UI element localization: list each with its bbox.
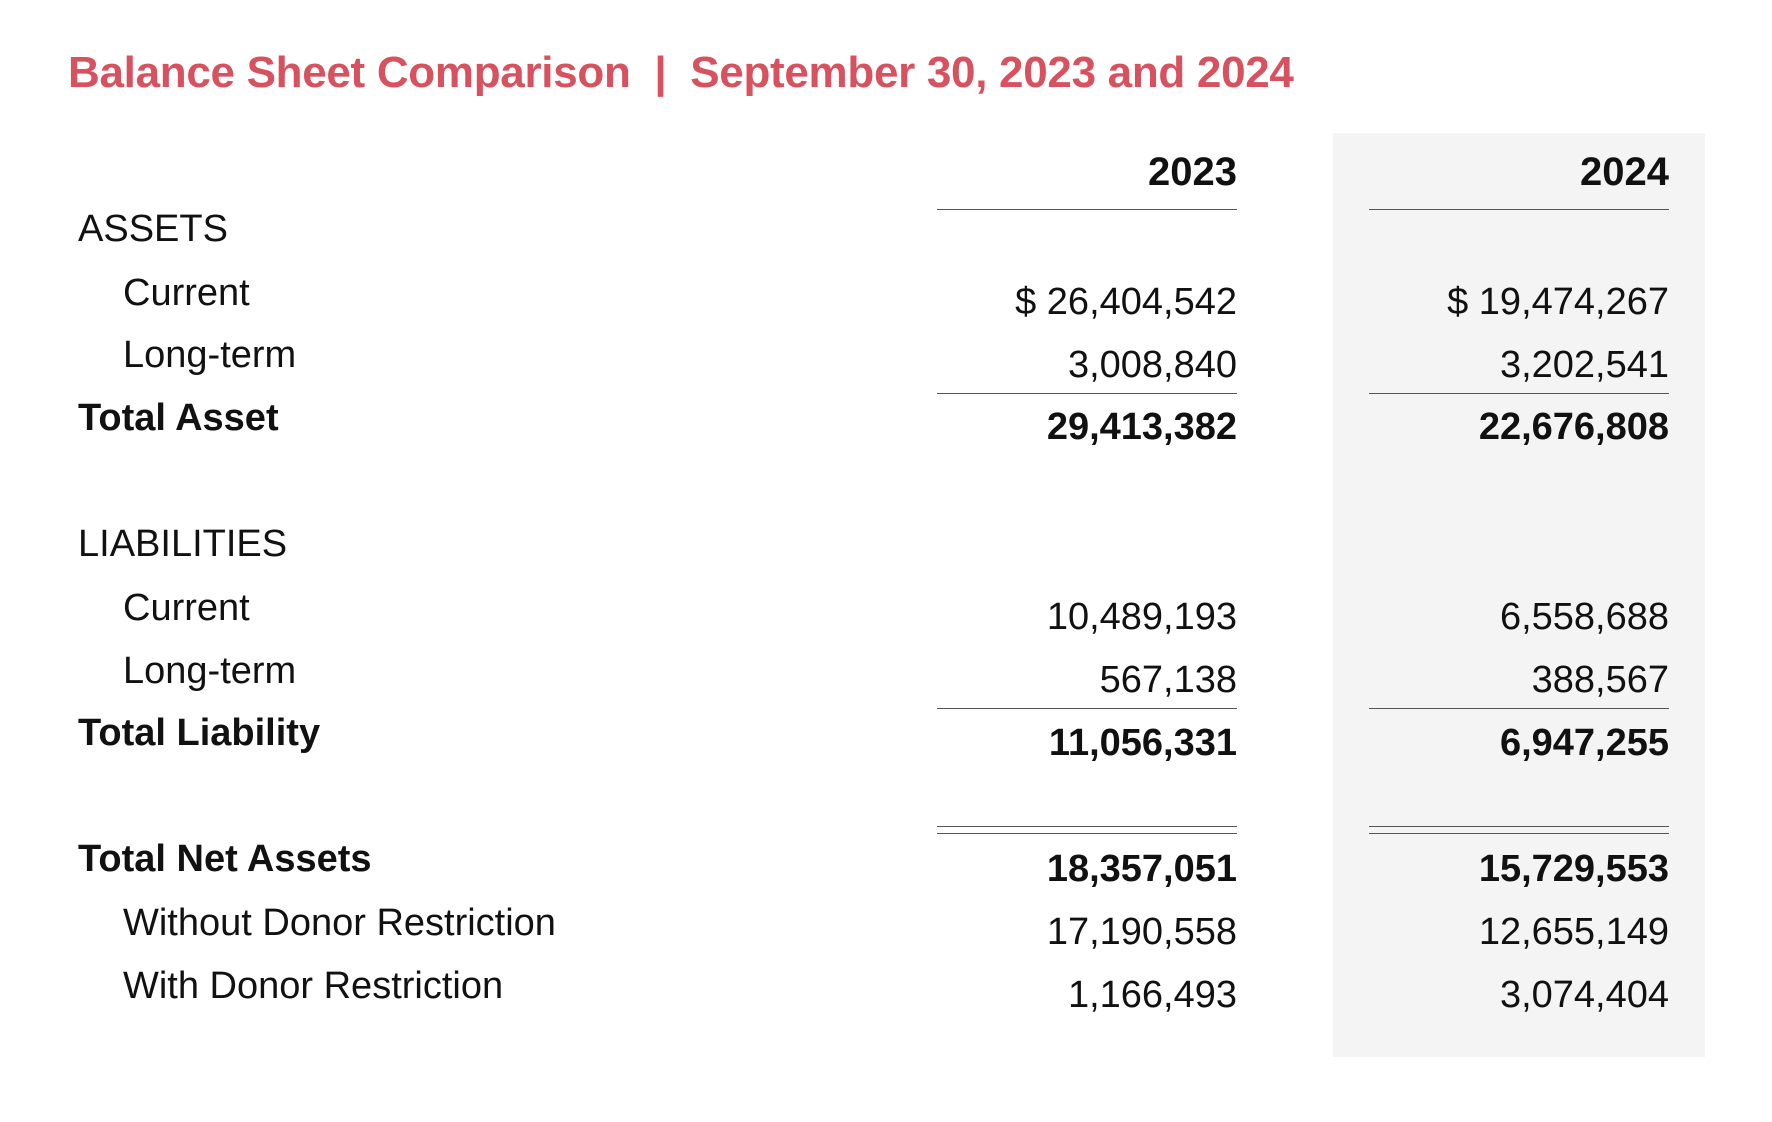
liabilities-long-term-label: Long-term <box>123 650 297 692</box>
liabilities-long-term-2024: 388,567 <box>1531 659 1669 701</box>
liabilities-subtotal-rule-2023 <box>937 708 1237 709</box>
liabilities-heading: LIABILITIES <box>78 523 288 565</box>
assets-heading: ASSETS <box>78 208 228 250</box>
without-donor-restriction-2023: 17,190,558 <box>1046 911 1237 953</box>
assets-current-2024: $ 19,474,267 <box>1447 281 1669 323</box>
with-donor-restriction-label: With Donor Restriction <box>123 965 504 1007</box>
total-net-assets-2024: 15,729,553 <box>1478 848 1669 890</box>
assets-long-term-2024: 3,202,541 <box>1499 344 1669 386</box>
assets-current-label: Current <box>123 272 250 314</box>
without-donor-restriction-2024: 12,655,149 <box>1478 911 1669 953</box>
liabilities-subtotal-rule-2024 <box>1369 708 1669 709</box>
assets-subtotal-rule-2024 <box>1369 393 1669 394</box>
total-net-assets-2023: 18,357,051 <box>1046 848 1237 890</box>
year-2024-highlight-panel <box>1333 133 1705 1057</box>
total-liability-2024: 6,947,255 <box>1499 722 1669 764</box>
with-donor-restriction-2023: 1,166,493 <box>1067 974 1237 1016</box>
net-assets-double-rule-2024 <box>1369 826 1669 834</box>
liabilities-current-label: Current <box>123 587 250 629</box>
with-donor-restriction-2024: 3,074,404 <box>1499 974 1669 1016</box>
total-asset-2023: 29,413,382 <box>1046 406 1237 448</box>
assets-current-2023: $ 26,404,542 <box>1015 281 1237 323</box>
page-title: Balance Sheet Comparison | September 30,… <box>68 48 1294 97</box>
header-rule-2024 <box>1369 209 1669 210</box>
total-liability-label: Total Liability <box>78 712 321 754</box>
total-liability-2023: 11,056,331 <box>1048 722 1237 764</box>
assets-subtotal-rule-2023 <box>937 393 1237 394</box>
total-asset-label: Total Asset <box>78 397 279 439</box>
assets-long-term-label: Long-term <box>123 334 297 376</box>
liabilities-current-2023: 10,489,193 <box>1046 596 1237 638</box>
assets-long-term-2023: 3,008,840 <box>1067 344 1237 386</box>
header-rule-2023 <box>937 209 1237 210</box>
column-header-2023: 2023 <box>1148 150 1237 194</box>
without-donor-restriction-label: Without Donor Restriction <box>123 902 556 944</box>
net-assets-double-rule-2023 <box>937 826 1237 834</box>
total-asset-2024: 22,676,808 <box>1478 406 1669 448</box>
liabilities-long-term-2023: 567,138 <box>1099 659 1237 701</box>
column-header-2024: 2024 <box>1580 150 1669 194</box>
liabilities-current-2024: 6,558,688 <box>1499 596 1669 638</box>
total-net-assets-label: Total Net Assets <box>78 838 372 880</box>
